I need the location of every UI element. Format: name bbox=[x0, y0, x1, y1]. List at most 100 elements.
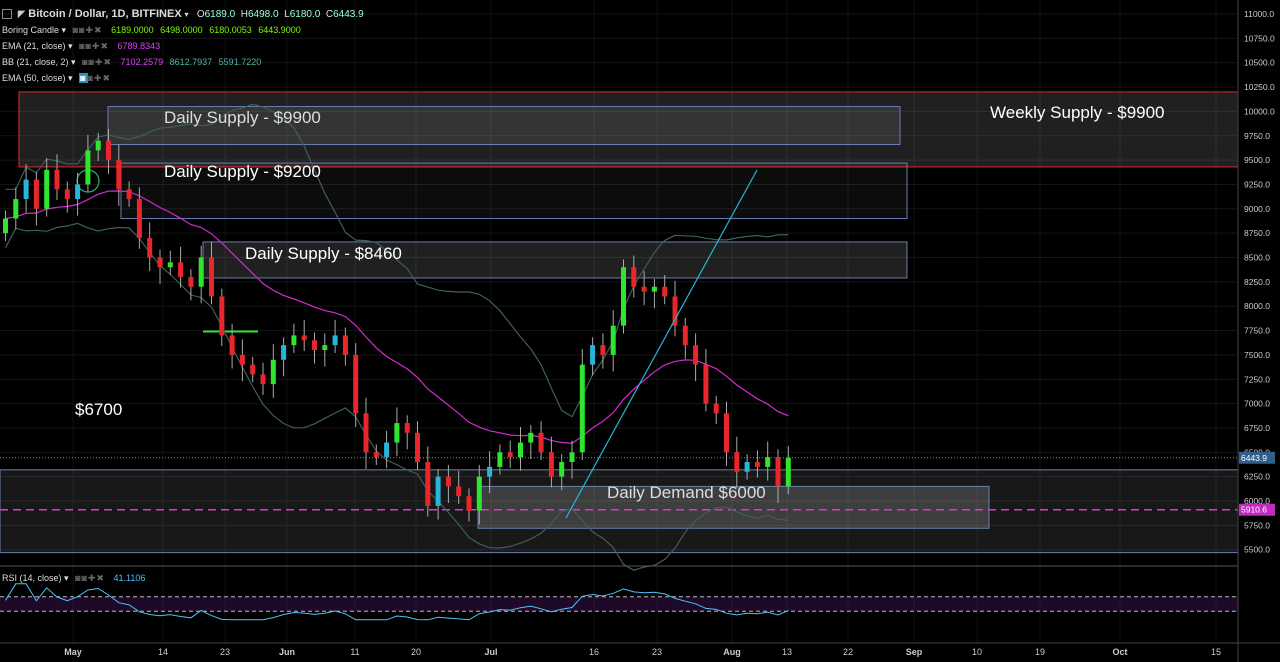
indicator-buttons-icon[interactable]: ◙◙✚✖ bbox=[82, 57, 113, 67]
lower-demand-zone bbox=[0, 469, 1239, 554]
time-tick-label: 13 bbox=[782, 647, 792, 657]
price-tick-label: 7750.0 bbox=[1244, 326, 1270, 336]
indicator-label[interactable]: Boring Candle bbox=[2, 25, 60, 35]
candle-down bbox=[342, 335, 348, 355]
price-tick-label: 7000.0 bbox=[1244, 399, 1270, 409]
time-tick-label: Aug bbox=[723, 647, 741, 657]
candle-down bbox=[188, 276, 194, 287]
daily-supply-9200-label: Daily Supply - $9200 bbox=[164, 162, 321, 181]
supply-demand-zones bbox=[0, 91, 1239, 554]
candle-up bbox=[384, 442, 390, 458]
candle-down bbox=[312, 340, 317, 351]
candle-up bbox=[3, 218, 8, 234]
uptrend-line bbox=[565, 169, 758, 519]
candle-up bbox=[332, 335, 338, 346]
candle-down bbox=[64, 189, 70, 200]
candle-up bbox=[167, 262, 173, 268]
rsi-panel: 60.0040.0080.00 bbox=[0, 562, 1280, 621]
open-value: 6189.0 bbox=[204, 9, 236, 20]
indicator-label[interactable]: BB (21, close, 2) bbox=[2, 57, 69, 67]
daily-demand-zone bbox=[477, 485, 990, 529]
low-value: 6180.0 bbox=[289, 9, 321, 20]
symbol-header[interactable]: ◤ Bitcoin / Dollar, 1D, BITFINEX ▾ O6189… bbox=[2, 8, 364, 20]
candle-down bbox=[682, 325, 688, 346]
indicator-ema50[interactable]: EMA (50, close) ▾ ◙◙✚✖ bbox=[2, 73, 112, 83]
indicator-rsi[interactable]: RSI (14, close) ▾ ◙◙✚✖ 41.1106 bbox=[2, 573, 146, 583]
rsi-label[interactable]: RSI (14, close) bbox=[2, 573, 62, 583]
indicator-value: 8612.7937 bbox=[169, 57, 213, 67]
price-tick-label: 8750.0 bbox=[1244, 228, 1270, 238]
candle-down bbox=[116, 160, 122, 190]
dropdown-icon[interactable]: ▾ bbox=[184, 10, 189, 19]
price-tick-label: 10000.0 bbox=[1244, 106, 1275, 116]
candle-down bbox=[260, 374, 266, 385]
candle-down bbox=[363, 413, 369, 453]
time-tick-label: Oct bbox=[1112, 647, 1127, 657]
indicator-ema21[interactable]: EMA (21, close) ▾ ◙◙✚✖ 6789.8343 bbox=[2, 41, 161, 51]
daily-supply-8460-label: Daily Supply - $8460 bbox=[245, 244, 402, 263]
candle-down bbox=[703, 364, 709, 404]
candle-up bbox=[291, 335, 297, 346]
indicator-value: 6189.0000 bbox=[111, 25, 154, 35]
candle-down bbox=[672, 296, 678, 326]
daily-supply-9200-zone bbox=[120, 162, 908, 220]
candle-up bbox=[476, 476, 482, 511]
candle-down bbox=[415, 432, 420, 463]
candle-down bbox=[157, 257, 163, 268]
rsi-band bbox=[0, 596, 1238, 612]
indicator-value: 6180.0053 bbox=[209, 25, 252, 35]
indicator-buttons-icon[interactable]: ◙◙✚✖ bbox=[75, 573, 106, 583]
indicator-label[interactable]: EMA (50, close) bbox=[2, 73, 66, 83]
indicator-buttons-icon[interactable]: ◙◙✚✖ bbox=[79, 41, 110, 51]
candle-up bbox=[497, 452, 503, 467]
current-price-badge bbox=[1239, 451, 1275, 464]
candle-down bbox=[631, 267, 637, 287]
indicator-value: 5591.7220 bbox=[218, 57, 262, 67]
candle-up bbox=[590, 345, 596, 365]
time-tick-label: 10 bbox=[972, 647, 982, 657]
candle-down bbox=[353, 354, 359, 414]
time-tick-label: 20 bbox=[411, 647, 421, 657]
time-tick-label: 14 bbox=[158, 647, 168, 657]
level-badge bbox=[1239, 503, 1275, 516]
collapse-icon[interactable] bbox=[2, 9, 12, 20]
candle-up bbox=[610, 325, 616, 355]
candle-down bbox=[219, 296, 225, 336]
bb-lower-line bbox=[4, 222, 789, 571]
candle-down bbox=[54, 169, 60, 190]
time-tick-label: 15 bbox=[1211, 647, 1221, 657]
indicator-boring-candle[interactable]: Boring Candle ▾ ◙◙✚✖ 6189.0000 6498.0000… bbox=[2, 25, 301, 35]
candle-up bbox=[785, 457, 791, 487]
indicator-label[interactable]: EMA (21, close) bbox=[2, 41, 66, 51]
candle-up bbox=[13, 199, 19, 219]
indicator-buttons-icon[interactable]: ◙◙✚✖ bbox=[72, 25, 103, 35]
indicator-buttons-icon[interactable]: ◙◙✚✖ bbox=[79, 73, 112, 83]
price-tick-label: 9000.0 bbox=[1244, 204, 1270, 214]
time-tick-label: 23 bbox=[220, 647, 230, 657]
close-value: 6443.9 bbox=[333, 9, 364, 20]
candle-up bbox=[518, 442, 523, 458]
time-tick-label: 16 bbox=[589, 647, 599, 657]
price-tick-label: 6250.0 bbox=[1244, 472, 1270, 482]
level-badge-text: 5910.6 bbox=[1241, 505, 1267, 515]
candle-down bbox=[136, 199, 142, 239]
daily-supply-9900-label: Daily Supply - $9900 bbox=[164, 108, 321, 127]
time-tick-label: 23 bbox=[652, 647, 662, 657]
rsi-line bbox=[5, 583, 789, 621]
time-tick-label: Jun bbox=[279, 647, 295, 657]
bb-upper-line bbox=[5, 103, 789, 418]
level-6700-label: $6700 bbox=[75, 400, 123, 419]
candle-up bbox=[765, 457, 771, 467]
candle-down bbox=[600, 345, 606, 355]
candle-down bbox=[126, 189, 132, 200]
candle-down bbox=[425, 462, 431, 506]
indicator-bb[interactable]: BB (21, close, 2) ▾ ◙◙✚✖ 7102.2579 8612.… bbox=[2, 57, 262, 67]
close-label: C bbox=[325, 9, 334, 20]
candle-up bbox=[270, 359, 276, 385]
candle-down bbox=[507, 452, 513, 458]
chart-grid bbox=[0, 0, 1238, 643]
price-tick-label: 9750.0 bbox=[1244, 131, 1270, 141]
symbol-title[interactable]: Bitcoin / Dollar, 1D, BITFINEX bbox=[28, 8, 182, 20]
candle-down bbox=[373, 452, 379, 458]
